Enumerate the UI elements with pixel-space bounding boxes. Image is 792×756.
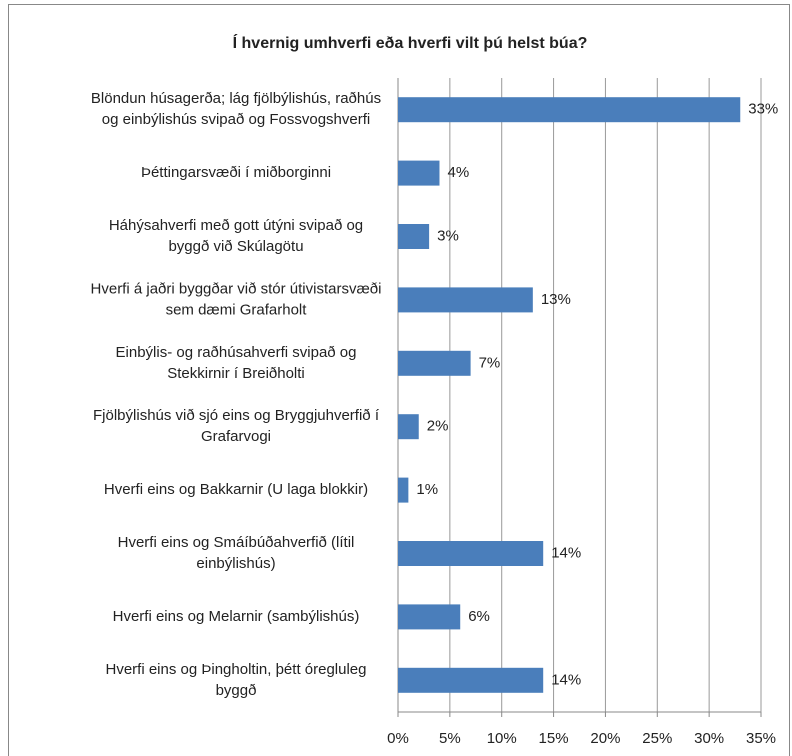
x-tick-label: 35% bbox=[746, 730, 776, 747]
chart-border bbox=[8, 4, 790, 756]
y-tick-label: Grafarvogi bbox=[201, 428, 271, 445]
value-label: 2% bbox=[427, 418, 449, 435]
y-tick-label: Hverfi á jaðri byggðar við stór útivista… bbox=[91, 280, 382, 297]
x-tick-label: 30% bbox=[694, 730, 724, 747]
bar bbox=[398, 97, 741, 123]
y-tick-label: Hverfi eins og Bakkarnir (U laga blokkir… bbox=[104, 481, 368, 498]
y-tick-label: byggð bbox=[216, 682, 257, 699]
bar bbox=[398, 287, 533, 313]
x-tick-label: 5% bbox=[439, 730, 461, 747]
y-tick-label: Blöndun húsagerða; lág fjölbýlishús, rað… bbox=[91, 90, 381, 107]
y-tick-label: Þéttingarsvæði í miðborginni bbox=[141, 164, 331, 181]
y-tick-label: Hverfi eins og Þingholtin, þétt óreglule… bbox=[106, 661, 367, 678]
bar bbox=[398, 541, 544, 566]
y-tick-label: einbýlishús) bbox=[196, 555, 275, 572]
bar bbox=[398, 224, 430, 249]
bar bbox=[398, 604, 461, 630]
value-label: 1% bbox=[416, 481, 438, 498]
bar bbox=[398, 414, 419, 440]
y-tick-label: og einbýlishús svipað og Fossvogshverfi bbox=[102, 111, 370, 128]
value-label: 4% bbox=[447, 164, 469, 181]
bar bbox=[398, 667, 544, 693]
y-tick-label: byggð við Skúlagötu bbox=[168, 238, 303, 255]
bar bbox=[398, 160, 440, 186]
x-tick-label: 15% bbox=[539, 730, 569, 747]
y-tick-label: Fjölbýlishús við sjó eins og Bryggjuhver… bbox=[93, 407, 380, 424]
value-label: 6% bbox=[468, 608, 490, 625]
x-tick-label: 0% bbox=[387, 730, 409, 747]
value-label: 14% bbox=[551, 671, 581, 688]
y-tick-label: sem dæmi Grafarholt bbox=[166, 301, 308, 318]
value-label: 14% bbox=[551, 544, 581, 561]
y-tick-label: Hverfi eins og Smáíbúðahverfið (lítil bbox=[118, 534, 355, 551]
bar bbox=[398, 350, 471, 376]
y-tick-label: Einbýlis- og raðhúsahverfi svipað og bbox=[116, 344, 357, 361]
bar bbox=[398, 477, 409, 503]
value-label: 7% bbox=[479, 354, 501, 371]
value-label: 33% bbox=[748, 101, 778, 118]
value-label: 13% bbox=[541, 291, 571, 308]
y-tick-label: Stekkirnir í Breiðholti bbox=[167, 365, 305, 382]
y-tick-label: Háhýsahverfi með gott útýni svipað og bbox=[109, 217, 363, 234]
x-tick-label: 25% bbox=[642, 730, 672, 747]
y-tick-label: Hverfi eins og Melarnir (sambýlishús) bbox=[113, 608, 360, 625]
x-tick-label: 10% bbox=[487, 730, 517, 747]
chart-title: Í hvernig umhverfi eða hverfi vilt þú he… bbox=[233, 33, 588, 52]
value-label: 3% bbox=[437, 227, 459, 244]
x-tick-label: 20% bbox=[590, 730, 620, 747]
